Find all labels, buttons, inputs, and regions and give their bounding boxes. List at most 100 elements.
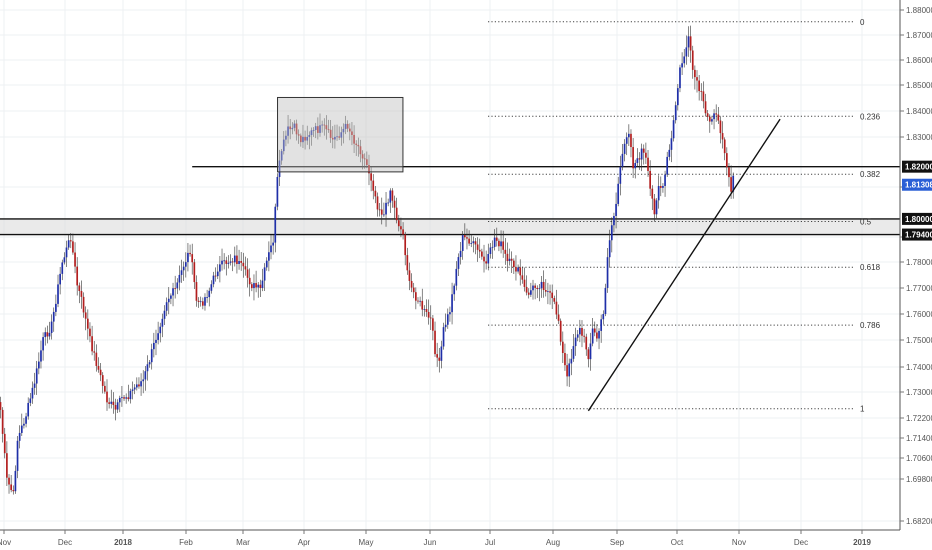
candle-up <box>666 151 669 177</box>
candle-up <box>144 365 147 391</box>
candle-body <box>378 209 381 211</box>
candle-body <box>310 130 313 136</box>
candle-up <box>457 253 460 276</box>
candle-body <box>581 327 583 336</box>
candle-body <box>55 303 57 312</box>
candle-up <box>623 139 626 162</box>
candle-body <box>127 397 130 400</box>
candle-up <box>640 143 643 172</box>
candle-body <box>593 328 596 333</box>
candle-body <box>138 384 140 387</box>
candle-down <box>417 297 419 304</box>
candle-body <box>459 250 462 258</box>
candle-down <box>289 119 292 140</box>
support-zone-rect <box>0 218 900 235</box>
candle-body <box>536 287 539 289</box>
candle-down <box>549 284 551 305</box>
candle-body <box>63 257 66 263</box>
x-tick-label: 2019 <box>853 538 871 547</box>
axes <box>0 0 901 531</box>
candle-body <box>628 133 630 138</box>
candle-down <box>721 121 724 149</box>
candle-down <box>708 114 711 133</box>
candle-up <box>233 246 236 267</box>
candle-down <box>93 340 96 361</box>
candle-down <box>468 230 470 246</box>
candle-body <box>1 409 4 434</box>
candle-up <box>446 308 449 329</box>
candle-body <box>329 129 332 138</box>
candle-up <box>668 144 671 161</box>
candle-body <box>542 281 545 291</box>
candle-down <box>551 284 554 310</box>
candle-body <box>172 288 174 296</box>
candlestick-series <box>0 25 735 495</box>
candle-body <box>344 123 347 129</box>
candle-body <box>272 242 274 246</box>
candle-down <box>700 83 703 101</box>
candle-up <box>440 340 443 369</box>
candle-up <box>491 240 494 259</box>
candle-down <box>421 288 424 317</box>
candle-body <box>357 144 360 147</box>
price-tags: 1.82000 1.81308 1.80000 1.79400 <box>902 160 932 241</box>
candle-body <box>440 346 443 361</box>
candle-up <box>44 327 47 346</box>
candle-down <box>69 233 72 249</box>
candle-body <box>649 170 651 189</box>
candle-up <box>48 321 51 340</box>
candle-body <box>150 349 153 363</box>
price-tag-label: 1.81308 <box>905 181 932 190</box>
candle-body <box>16 440 19 471</box>
candle-body <box>270 245 272 253</box>
candle-down <box>704 93 707 117</box>
candle-body <box>89 328 91 337</box>
candle-body <box>417 300 419 302</box>
candle-down <box>523 267 526 292</box>
candle-body <box>355 143 358 145</box>
candle-body <box>376 196 379 210</box>
candle-body <box>331 137 334 140</box>
candle-body <box>457 257 460 269</box>
candle-body <box>99 369 102 376</box>
price-tag-bg <box>902 212 932 225</box>
candle-body <box>165 302 168 311</box>
candle-up <box>121 386 123 407</box>
candle-body <box>282 139 285 152</box>
candle-body <box>672 120 675 139</box>
candle-up <box>50 314 53 340</box>
candle-body <box>163 310 166 319</box>
candle-body <box>715 113 718 115</box>
candle-down <box>191 243 194 275</box>
candle-down <box>427 299 430 325</box>
candle-body <box>180 270 183 275</box>
candle-up <box>619 155 622 196</box>
candle-down <box>436 342 438 367</box>
candle-body <box>69 240 72 242</box>
candle-up <box>223 253 225 270</box>
candle-down <box>12 485 15 495</box>
y-tick-label: 1.83000 <box>906 133 932 142</box>
candle-up <box>170 293 172 305</box>
candle-down <box>495 227 498 247</box>
candle-body <box>728 167 730 178</box>
candle-down <box>647 149 649 177</box>
candle-up <box>167 287 170 315</box>
candle-down <box>248 268 251 297</box>
candle-body <box>493 237 496 247</box>
candle-body <box>146 364 149 372</box>
candle-body <box>397 220 400 227</box>
candle-up <box>63 252 66 265</box>
candle-body <box>698 80 700 92</box>
candle-down <box>372 174 375 200</box>
candle-down <box>583 328 585 343</box>
candle-body <box>604 287 607 315</box>
candle-up <box>150 343 153 370</box>
candle-up <box>617 176 620 207</box>
candle-up <box>59 267 61 295</box>
x-tick-label: Apr <box>298 538 311 547</box>
candle-up <box>20 413 23 436</box>
candle-body <box>114 405 117 410</box>
candle-body <box>549 291 551 293</box>
